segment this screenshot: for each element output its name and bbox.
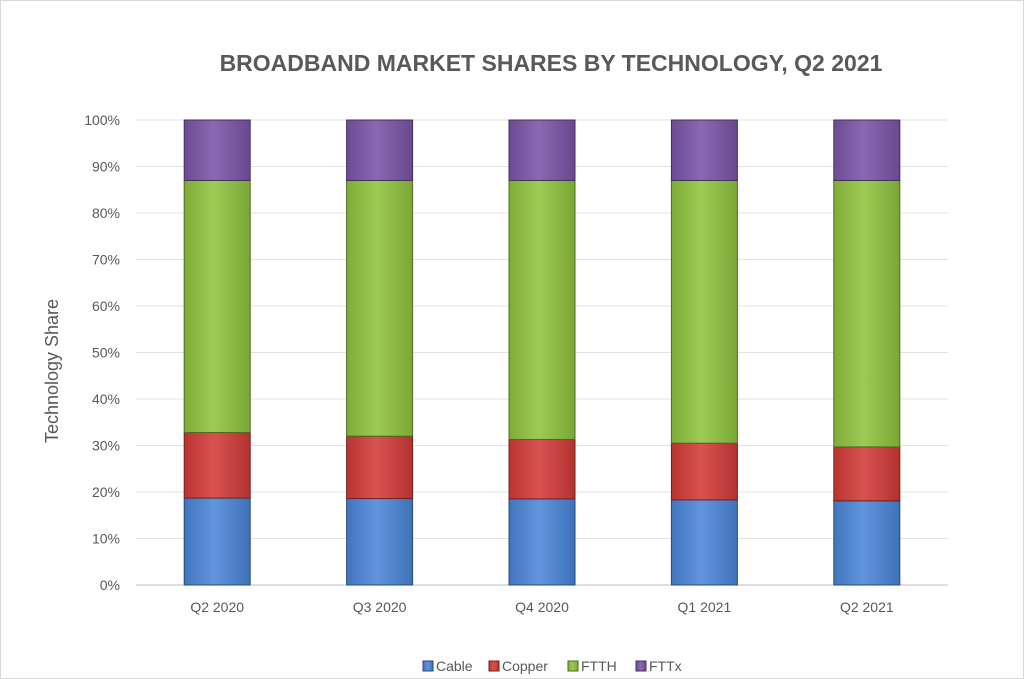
y-tick-label: 70% [92,252,120,268]
legend: Cable Copper FTTH FTTx [422,658,682,674]
bar-stack [508,119,576,586]
x-tick-label: Q2 2020 [190,599,244,615]
bar-segment-ftth [833,179,901,448]
bar-segment-cable [670,499,738,586]
bar-segment-fttx [346,119,414,181]
y-axis-ticks: 0% 10% 20% 30% 40% 50% 60% 70% 80% 90% 100% [84,112,120,593]
x-tick-label: Q1 2021 [678,599,732,615]
y-axis-title: Technology Share [42,299,62,443]
bar-segment-cable [508,498,576,586]
legend-label: FTTx [649,658,682,674]
y-tick-label: 80% [92,205,120,221]
chart-title: BROADBAND MARKET SHARES BY TECHNOLOGY, Q… [220,50,883,76]
legend-label: FTTH [581,658,617,674]
bars [183,119,901,586]
y-tick-label: 30% [92,438,120,454]
bar-stack [833,119,901,586]
y-tick-label: 60% [92,298,120,314]
y-tick-label: 40% [92,391,120,407]
bar-stack [670,119,738,586]
bar-segment-copper [183,431,251,499]
x-tick-label: Q3 2020 [353,599,407,615]
bar-segment-fttx [183,119,251,181]
legend-swatch [567,660,579,672]
bar-segment-fttx [508,119,576,181]
bar-segment-fttx [833,119,901,181]
legend-item-fttx: FTTx [635,658,682,674]
bar-segment-cable [346,498,414,586]
legend-swatch [422,660,434,672]
legend-swatch [635,660,647,672]
bar-segment-copper [346,435,414,500]
y-tick-label: 50% [92,345,120,361]
y-tick-label: 90% [92,159,120,175]
legend-item-cable: Cable [422,658,473,674]
bar-segment-cable [183,497,251,586]
bar-segment-copper [508,438,576,500]
bar-segment-ftth [346,179,414,437]
legend-item-copper: Copper [488,658,548,674]
bar-segment-ftth [670,179,738,444]
x-tick-label: Q4 2020 [515,599,569,615]
bar-segment-copper [833,446,901,502]
y-tick-label: 20% [92,484,120,500]
x-tick-label: Q2 2021 [840,599,894,615]
bar-segment-copper [670,442,738,501]
legend-swatch [488,660,500,672]
legend-label: Copper [502,658,548,674]
y-tick-label: 100% [84,112,120,128]
bar-stack [346,119,414,586]
legend-item-ftth: FTTH [567,658,617,674]
bar-segment-cable [833,500,901,586]
y-tick-label: 10% [92,531,120,547]
legend-label: Cable [436,658,473,674]
x-axis-ticks: Q2 2020 Q3 2020 Q4 2020 Q1 2021 Q2 2021 [190,599,894,615]
bar-stack [183,119,251,586]
bar-segment-fttx [670,119,738,181]
bar-segment-ftth [508,179,576,440]
y-tick-label: 0% [100,577,120,593]
bar-segment-ftth [183,179,251,433]
